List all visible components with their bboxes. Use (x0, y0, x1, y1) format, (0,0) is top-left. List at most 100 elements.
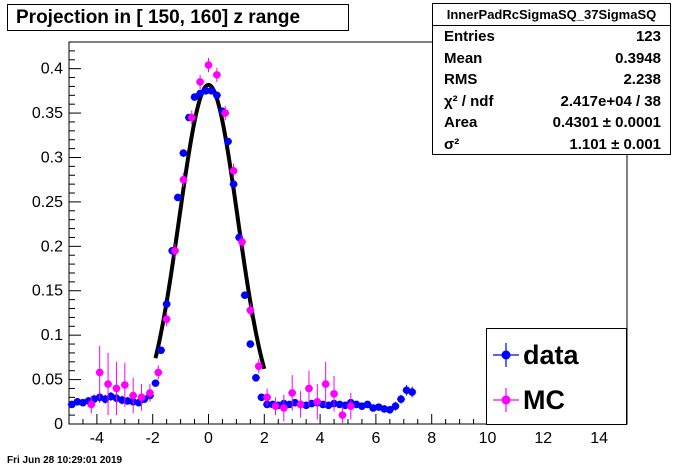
x-tick-label: 10 (479, 430, 497, 447)
x-tick-label: -2 (146, 430, 160, 447)
mc-point (204, 61, 213, 69)
y-tick-label: 0.1 (41, 327, 63, 344)
data-point (408, 388, 416, 396)
stats-value: 0.3948 (615, 49, 661, 67)
x-tick-label: 0 (204, 430, 213, 447)
chart-title: Projection in [ 150, 160] z range (7, 4, 349, 31)
data-point (151, 379, 160, 387)
x-tick-label: 8 (427, 430, 436, 447)
stats-label: Entries (444, 28, 495, 45)
mc-point (296, 400, 305, 409)
mc-point (121, 381, 129, 389)
data-point (123, 397, 132, 405)
stats-row-entries: Entries 123 (433, 26, 670, 48)
timestamp: Fri Jun 28 10:29:01 2019 (7, 455, 123, 466)
mc-point (213, 71, 221, 79)
fit-curve (153, 82, 267, 370)
x-tick-label: -4 (90, 430, 104, 447)
mc-point (254, 362, 263, 371)
mc-point (146, 389, 154, 397)
data-point (207, 87, 216, 95)
legend-item-data: data (487, 333, 626, 377)
mc-point (162, 315, 171, 323)
y-tick-label: 0.25 (32, 194, 63, 211)
mc-point (196, 78, 204, 86)
mc-point (171, 246, 179, 255)
x-tick-label: 14 (590, 430, 608, 447)
legend-label-mc: MC (523, 385, 565, 415)
mc-point (280, 404, 288, 412)
stats-box: InnerPadRcSigmaSQ_37SigmaSQ Entries 123 … (432, 3, 671, 155)
mc-marker-icon (493, 388, 519, 412)
x-tick-label: 4 (316, 430, 325, 447)
data-point (240, 291, 249, 299)
stats-value: 123 (635, 28, 661, 45)
data-point (229, 180, 238, 188)
stats-row-sigma2: σ² 1.101 ± 0.001 (433, 134, 670, 156)
stats-name: InnerPadRcSigmaSQ_37SigmaSQ (433, 4, 670, 26)
mc-point (95, 368, 104, 377)
data-point (252, 374, 260, 382)
data-point (213, 91, 221, 100)
mc-point (321, 380, 330, 388)
data-point (363, 400, 372, 409)
mc-point (104, 380, 112, 388)
stats-value: 2.417e+04 / 38 (560, 92, 661, 110)
data-point (380, 405, 389, 413)
stats-value: 2.238 (623, 71, 661, 89)
y-tick-label: 0.35 (32, 105, 63, 122)
y-tick-label: 0.15 (32, 283, 63, 300)
stats-row-mean: Mean 0.3948 (433, 48, 670, 70)
mc-point (238, 238, 246, 246)
stats-label: χ² / ndf (444, 92, 494, 110)
data-point (179, 149, 188, 157)
stats-label: RMS (444, 71, 478, 89)
x-tick-label: 6 (371, 430, 380, 447)
stats-value: 0.4301 ± 0.0001 (552, 114, 661, 132)
mc-point (263, 393, 271, 402)
stats-row-area: Area 0.4301 ± 0.0001 (433, 112, 670, 134)
legend: data MC (486, 328, 627, 425)
data-point (174, 193, 182, 202)
data-point (162, 300, 171, 308)
data-point (201, 87, 210, 95)
stats-row-chi2: χ² / ndf 2.417e+04 / 38 (433, 91, 670, 113)
mc-point (179, 175, 188, 184)
mc-point (187, 113, 196, 122)
y-tick-label: 0 (54, 416, 63, 433)
stats-label: Mean (444, 49, 483, 67)
data-point (386, 405, 394, 414)
mc-point (129, 391, 137, 400)
mc-point (330, 389, 338, 398)
data-point (391, 402, 400, 411)
mc-point (154, 368, 163, 377)
stats-row-rms: RMS 2.238 (433, 69, 670, 91)
mc-point (271, 402, 280, 411)
mc-point (346, 402, 355, 411)
data-point (73, 397, 82, 406)
mc-point (87, 400, 96, 409)
x-tick-label: 2 (260, 430, 269, 447)
data-point (397, 395, 405, 403)
y-tick-label: 0.2 (41, 238, 63, 255)
mc-point (246, 306, 255, 315)
mc-point (288, 389, 297, 397)
mc-point (305, 384, 313, 393)
mc-point (112, 384, 121, 393)
y-tick-label: 0.4 (41, 61, 63, 78)
data-point (246, 340, 255, 348)
y-tick-label: 0.3 (41, 149, 63, 166)
data-point (224, 137, 232, 146)
y-tick-label: 0.05 (32, 372, 63, 389)
stats-label: Area (444, 114, 478, 132)
stats-value: 1.101 ± 0.001 (569, 135, 661, 153)
mc-point (338, 411, 347, 419)
data-point (118, 396, 126, 404)
data-point (335, 400, 344, 409)
legend-label-data: data (523, 340, 579, 370)
data-point (257, 393, 266, 402)
mc-point (313, 397, 322, 406)
mc-point (137, 393, 146, 402)
legend-item-mc: MC (487, 378, 626, 422)
